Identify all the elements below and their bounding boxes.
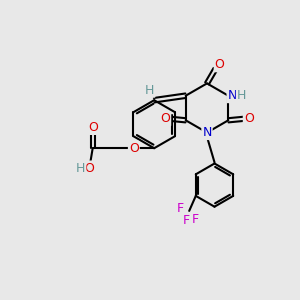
Text: F: F — [183, 214, 190, 227]
Text: O: O — [215, 58, 224, 71]
Text: N: N — [202, 126, 212, 139]
Text: H: H — [76, 161, 86, 175]
Text: H: H — [145, 84, 154, 97]
Text: O: O — [160, 112, 170, 125]
Text: O: O — [84, 161, 94, 175]
Text: H: H — [237, 89, 246, 102]
Text: O: O — [129, 142, 139, 155]
Text: N: N — [227, 89, 237, 102]
Text: O: O — [88, 121, 98, 134]
Text: F: F — [177, 202, 184, 215]
Text: O: O — [244, 112, 254, 125]
Text: F: F — [192, 213, 200, 226]
